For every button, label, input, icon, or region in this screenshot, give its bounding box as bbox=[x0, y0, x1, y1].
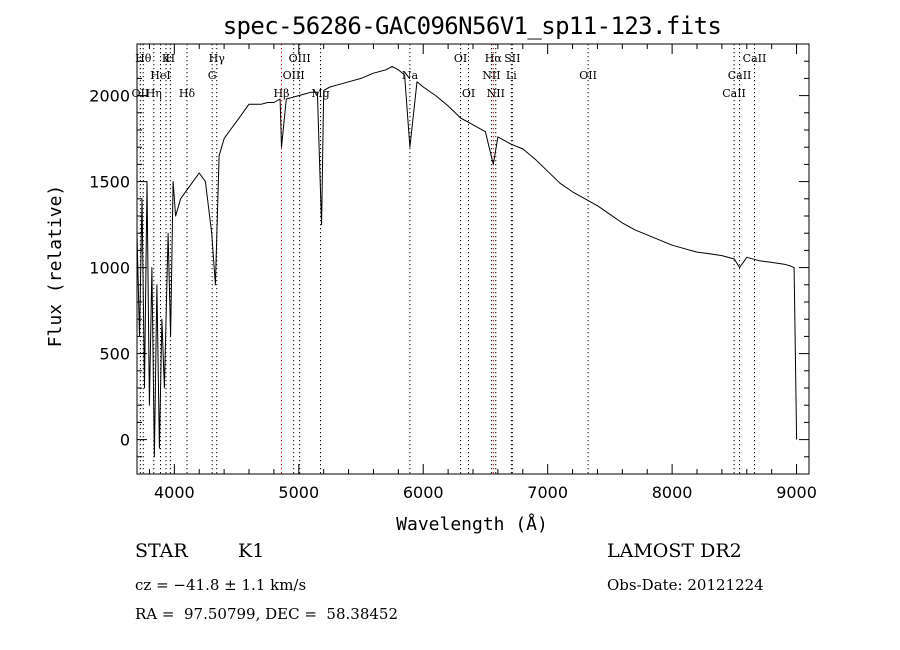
spectral-line-label-17: Hα bbox=[485, 52, 503, 65]
y-axis-label: Flux (relative) bbox=[45, 185, 66, 348]
spectral-line-label-24: CaII bbox=[743, 52, 767, 65]
x-tick-label: 9000 bbox=[776, 483, 817, 502]
spectral-line-label-9: Hβ bbox=[274, 87, 290, 100]
spectral-line-label-21: OII bbox=[579, 69, 597, 82]
coordinates: RA = 97.50799, DEC = 58.38452 bbox=[135, 605, 399, 623]
x-axis-label: Wavelength (Å) bbox=[396, 513, 548, 535]
spectral-line-label-11: OIII bbox=[289, 52, 311, 65]
spectral-line-label-19: Li bbox=[506, 69, 517, 82]
x-tick-label: 4000 bbox=[154, 483, 195, 502]
y-tick-label: 1000 bbox=[89, 259, 130, 278]
plot-frame bbox=[136, 43, 810, 475]
x-tick-label: 8000 bbox=[652, 483, 693, 502]
spectral-line-label-20: SII bbox=[504, 52, 520, 65]
spectral-line-label-1: Hθ bbox=[135, 52, 152, 65]
observation-date: Obs-Date: 20121224 bbox=[607, 576, 764, 594]
spectrum-chart: spec-56286-GAC096N56V1_sp11-123.fits OII… bbox=[45, 12, 817, 535]
spectral-lines-layer: OII Hθ Hη HeI KH Hδ G Hγ Hβ OIII OIII Mg Na OI OI NII Hα… bbox=[132, 44, 767, 474]
spectral-line-label-22: CaII bbox=[722, 87, 746, 100]
x-tick-label: 5000 bbox=[278, 483, 319, 502]
spectral-line-label-5: H bbox=[166, 52, 176, 65]
survey-name: LAMOST DR2 bbox=[607, 540, 742, 562]
y-tick-label: 2000 bbox=[89, 87, 130, 106]
redshift-velocity: cz = −41.8 ± 1.1 km/s bbox=[135, 576, 307, 594]
object-subclass: K1 bbox=[238, 540, 265, 562]
spectral-line-label-0: OII bbox=[132, 87, 150, 100]
spectral-line-label-14: OI bbox=[454, 52, 467, 65]
flux-series-0 bbox=[136, 65, 798, 458]
spectral-line-label-7: G bbox=[208, 69, 217, 82]
spectral-line-label-18: NII bbox=[487, 87, 505, 100]
spectral-line-label-23: CaII bbox=[728, 69, 752, 82]
spectral-line-label-6: Hδ bbox=[179, 87, 196, 100]
chart-title: spec-56286-GAC096N56V1_sp11-123.fits bbox=[223, 12, 722, 40]
spectral-line-label-16: NII bbox=[482, 69, 500, 82]
spectral-line-label-3: HeI bbox=[150, 69, 170, 82]
spectral-line-label-13: Na bbox=[402, 69, 419, 82]
y-tick-label: 500 bbox=[99, 345, 130, 364]
y-tick-label: 1500 bbox=[89, 173, 130, 192]
object-type: STAR bbox=[135, 540, 188, 562]
flux-series-layer bbox=[136, 65, 798, 458]
axes-layer: 4000 5000 6000 7000 8000 9000 0 500 1000 1500 2000 bbox=[89, 43, 817, 502]
spectral-line-label-2: Hη bbox=[146, 87, 162, 100]
y-tick-label: 0 bbox=[120, 431, 130, 450]
spectral-line-label-10: OIII bbox=[283, 69, 305, 82]
x-tick-label: 7000 bbox=[527, 483, 568, 502]
spectral-line-label-8: Hγ bbox=[209, 52, 226, 65]
x-tick-label: 6000 bbox=[403, 483, 444, 502]
spectral-line-label-4: K bbox=[162, 52, 171, 65]
spectral-line-label-12: Mg bbox=[311, 87, 329, 100]
spectral-line-label-15: OI bbox=[462, 87, 475, 100]
